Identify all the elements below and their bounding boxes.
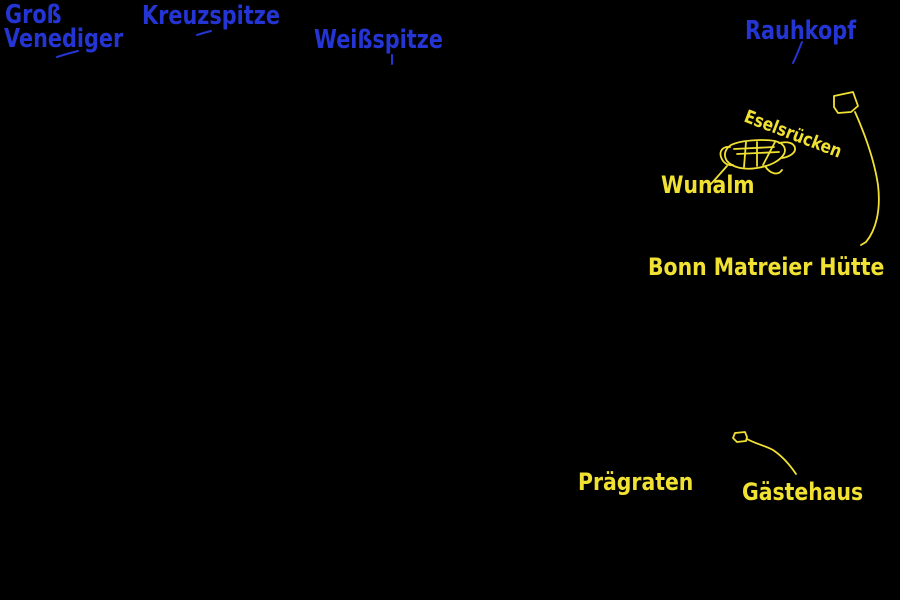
rauhkopf-pointer-line bbox=[792, 41, 803, 64]
gaestehaus-trail-path bbox=[746, 438, 797, 475]
peak-label-gross-venediger-line-2: Venediger bbox=[4, 24, 124, 54]
wunalm-scribble-line-2 bbox=[736, 151, 780, 155]
peak-label-kreuzspitze: Kreuzspitze bbox=[142, 1, 280, 31]
feature-label-praegraten: Prägraten bbox=[578, 468, 694, 496]
peak-label-gross-venediger-line-1: Groß bbox=[5, 0, 62, 30]
wunalm-scribble-lower-lobe bbox=[764, 165, 783, 175]
wunalm-scribble-diagonal bbox=[762, 141, 776, 166]
gaestehaus-building-outline bbox=[732, 431, 748, 443]
wunalm-enclosure-outline bbox=[724, 139, 786, 170]
gross-venediger-pointer-line bbox=[56, 50, 79, 58]
peak-pointer-lines bbox=[56, 30, 803, 65]
wunalm-enclosure-left-hook bbox=[719, 145, 734, 167]
peak-label-weissspitze: Weißspitze bbox=[314, 25, 443, 55]
wunalm-enclosure-right-bulge bbox=[778, 141, 796, 159]
wunalm-scribble-line-1 bbox=[733, 146, 775, 150]
wunalm-scribble-vertical-2 bbox=[743, 141, 747, 168]
wunalm-pointer-line bbox=[710, 165, 728, 185]
feature-label-gaestehaus: Gästehaus bbox=[742, 478, 864, 506]
mountain-trail-path bbox=[854, 111, 880, 246]
feature-label-bonn-matreier-huette: Bonn Matreier Hütte bbox=[648, 253, 885, 281]
feature-outlines bbox=[710, 91, 880, 475]
kreuzspitze-pointer-line bbox=[196, 30, 212, 36]
eselsruecken-ridge-outline bbox=[833, 91, 859, 114]
peak-label-rauhkopf: Rauhkopf bbox=[745, 16, 857, 46]
feature-label-wunalm: Wunalm bbox=[661, 171, 755, 199]
